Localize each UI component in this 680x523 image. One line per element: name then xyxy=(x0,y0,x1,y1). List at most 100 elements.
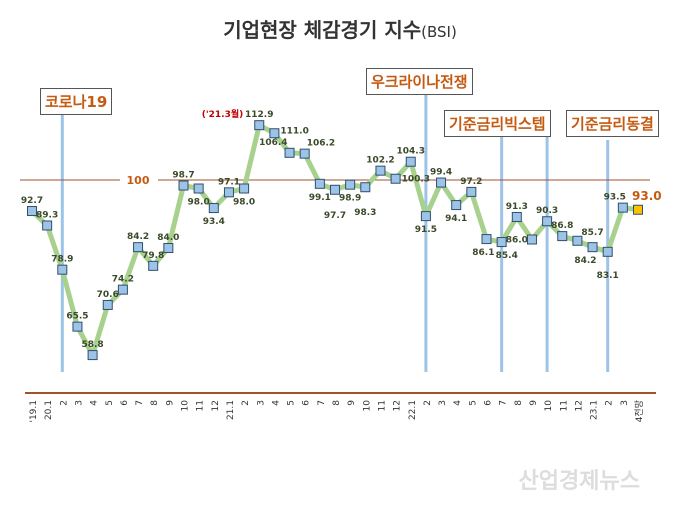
data-point xyxy=(360,182,371,193)
data-point xyxy=(72,321,83,332)
data-label: 91.5 xyxy=(415,225,437,235)
x-tick-label: 7 xyxy=(135,400,145,406)
x-tick-label: 11 xyxy=(559,400,569,411)
data-label: 91.3 xyxy=(506,202,528,212)
data-label: 111.0 xyxy=(280,126,308,136)
x-tick-label: 7 xyxy=(317,400,327,406)
event-label: 기준금리동결 xyxy=(566,110,659,137)
data-point xyxy=(436,177,447,188)
x-tick-label: 7 xyxy=(499,400,509,406)
event-label: 우크라이나전쟁 xyxy=(366,68,473,95)
data-label: 65.5 xyxy=(66,312,88,322)
data-point xyxy=(602,246,613,257)
data-label: 104.3 xyxy=(397,147,425,157)
data-point xyxy=(193,183,204,194)
data-point xyxy=(330,184,340,195)
x-tick-label: 23.1 xyxy=(590,400,600,420)
peak-annotation: ('21.3월) xyxy=(202,108,243,120)
data-point xyxy=(299,148,310,159)
x-tick-label: 6 xyxy=(484,400,494,406)
data-label: 92.7 xyxy=(21,196,43,206)
data-label: 98.3 xyxy=(354,208,376,218)
chart-title: 기업현장 체감경기 지수(BSI) xyxy=(0,14,680,43)
data-label: 84.2 xyxy=(127,232,149,242)
data-point xyxy=(481,234,492,245)
data-point xyxy=(511,211,522,222)
x-tick-label: 4전망 xyxy=(634,400,645,422)
data-label: 90.3 xyxy=(536,206,558,216)
data-label: 83.1 xyxy=(597,271,619,281)
x-tick-label: 10 xyxy=(544,400,554,412)
data-point xyxy=(496,237,507,248)
x-tick-label: 21.1 xyxy=(226,400,236,420)
x-tick-label: 4 xyxy=(90,400,100,406)
x-tick-label: 5 xyxy=(468,400,478,406)
x-tick-label: 8 xyxy=(514,400,524,406)
data-point xyxy=(617,202,628,213)
x-tick-label: 12 xyxy=(211,400,221,411)
x-tick-label: 3 xyxy=(256,400,266,406)
data-label: 86.1 xyxy=(472,248,494,258)
data-label: 97.2 xyxy=(460,177,482,187)
data-label: 97.7 xyxy=(324,211,346,221)
data-label: 93.0 xyxy=(632,189,662,203)
x-tick-label: 6 xyxy=(302,400,312,406)
data-label: 86.8 xyxy=(551,221,573,231)
data-point xyxy=(27,206,37,217)
data-point xyxy=(587,242,598,253)
x-tick-label: 10 xyxy=(362,400,372,412)
data-label: 93.5 xyxy=(604,193,626,203)
data-label: 85.4 xyxy=(496,251,518,261)
data-label: 106.4 xyxy=(259,138,287,148)
data-point xyxy=(133,242,144,253)
x-tick-label: 20.1 xyxy=(44,400,54,420)
data-point xyxy=(102,299,113,310)
x-tick-label: 2 xyxy=(59,400,69,406)
data-label: 79.8 xyxy=(142,251,164,261)
data-label: 86.0 xyxy=(506,236,528,246)
data-point xyxy=(239,183,250,194)
data-point xyxy=(375,165,386,176)
data-label: 102.2 xyxy=(366,156,394,166)
x-tick-label: 2 xyxy=(423,400,433,406)
data-label: 85.7 xyxy=(581,228,603,238)
data-label: 98.0 xyxy=(233,198,255,208)
data-label: 99.1 xyxy=(309,193,331,203)
data-label: 97.1 xyxy=(218,177,240,187)
data-label: 100.3 xyxy=(402,175,430,185)
x-tick-label: '19.1 xyxy=(29,400,39,423)
data-point xyxy=(526,234,537,245)
data-point xyxy=(284,147,295,158)
data-point xyxy=(148,260,159,271)
data-point xyxy=(208,203,219,214)
data-label: 84.0 xyxy=(157,233,179,243)
x-tick-label: 5 xyxy=(287,400,297,406)
x-tick-label: 4 xyxy=(453,400,463,406)
data-point xyxy=(254,120,265,131)
data-point xyxy=(223,187,234,198)
data-point xyxy=(557,231,568,242)
data-point xyxy=(87,350,98,361)
data-label: 94.1 xyxy=(445,214,467,224)
x-tick-label: 11 xyxy=(377,400,387,411)
data-point xyxy=(117,284,128,295)
x-tick-label: 2 xyxy=(605,400,615,406)
event-label: 기준금리빅스텝 xyxy=(444,110,551,137)
data-point xyxy=(451,200,462,211)
reference-label: 100 xyxy=(127,174,150,187)
x-tick-label: 8 xyxy=(150,400,160,406)
data-point xyxy=(542,216,553,227)
data-point xyxy=(633,204,643,215)
data-point xyxy=(42,220,53,231)
data-point xyxy=(178,180,189,191)
data-label: 112.9 xyxy=(245,110,273,120)
data-point xyxy=(163,243,174,253)
data-label: 74.2 xyxy=(112,275,134,285)
x-tick-label: 9 xyxy=(165,400,175,406)
title-text: 기업현장 체감경기 지수 xyxy=(223,18,422,42)
x-tick-label: 3 xyxy=(74,400,84,406)
title-suffix: (BSI) xyxy=(421,23,457,41)
x-tick-label: 9 xyxy=(529,400,539,406)
x-tick-label: 3 xyxy=(620,400,630,406)
